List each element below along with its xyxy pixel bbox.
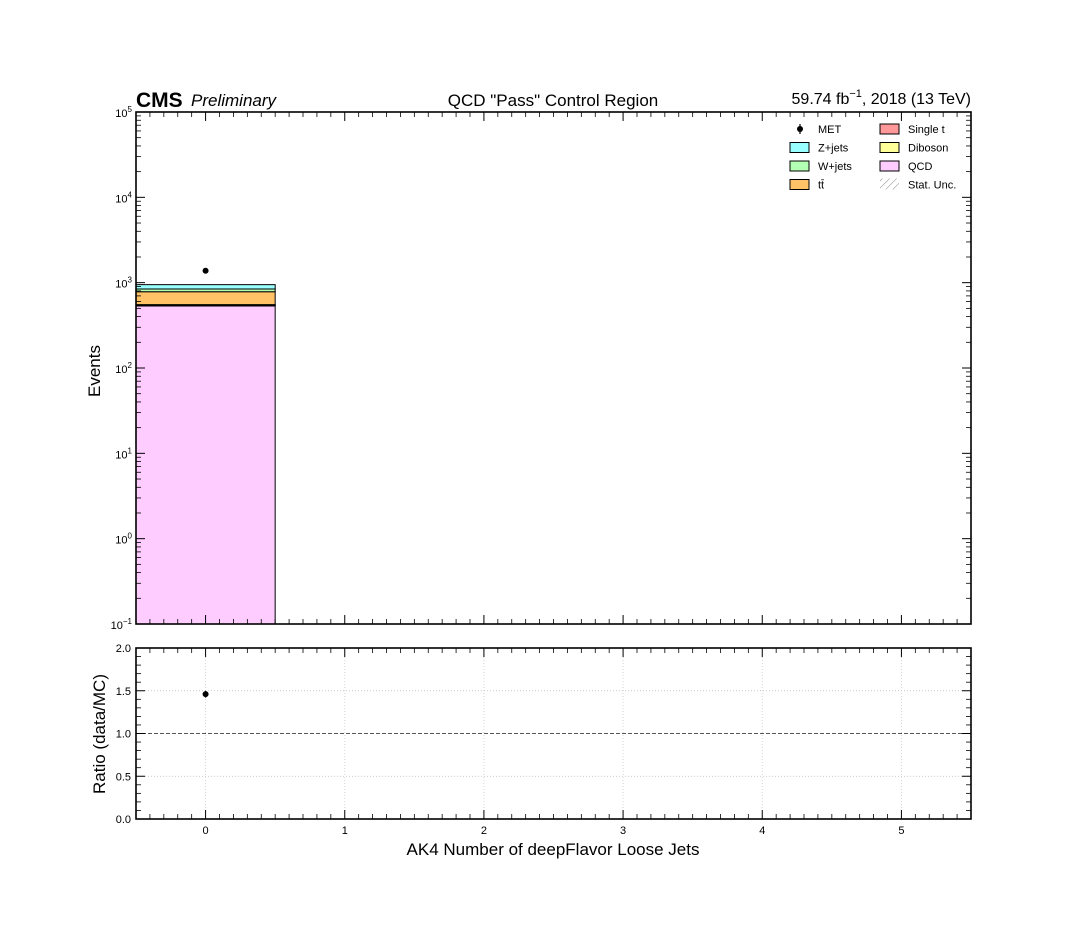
legend-qcd-label: QCD [908, 161, 933, 173]
ratio-point-0 [202, 691, 209, 698]
y-tick-exp: 1 [128, 446, 133, 455]
legend-stat-unc: Stat. Unc. [880, 178, 956, 192]
y-tick-exp: 4 [128, 190, 133, 199]
legend-qcd-swatch [879, 160, 900, 172]
lumi-label: 59.74 fb−1, 2018 (13 TeV) [792, 88, 971, 108]
y-tick-base: 10 [115, 535, 127, 547]
x-tick-label-2: 2 [481, 825, 487, 837]
y-tick-exp: 3 [128, 276, 133, 285]
ratio-y-tick-label-4: 2.0 [116, 643, 131, 655]
y-tick-label-3: 102 [115, 361, 132, 376]
ratio-y-tick-label-3: 1.5 [116, 686, 131, 698]
x-tick-label-4: 4 [759, 825, 765, 837]
legend-w-jets-label: W+jets [818, 161, 852, 173]
legend-diboson: Diboson [879, 142, 948, 155]
ratio-y-tick-label-1: 0.5 [116, 771, 131, 783]
ratio-y-tick-label-2: 1.0 [116, 729, 131, 741]
lumi-exponent: −1 [849, 88, 862, 100]
legend-stat-unc-label: Stat. Unc. [908, 180, 956, 192]
ratio-y-axis-ticks: 0.0 0.5 1.0 1.5 2.0 [116, 643, 971, 826]
stack-bars [135, 284, 276, 625]
x-axis-ticks [135, 112, 972, 624]
lumi-value: 59.74 fb [792, 91, 850, 108]
x-tick-label-3: 3 [620, 825, 626, 837]
y-tick-label-1: 100 [115, 532, 132, 547]
x-tick-label-1: 1 [342, 825, 348, 837]
bar-qcd-bin-0 [135, 305, 276, 625]
main-plot-frame [135, 111, 972, 625]
data-points [202, 267, 209, 274]
bar-tt-bin-0 [135, 291, 276, 306]
bar-z-jets-bin-0 [135, 284, 276, 290]
legend-single-t-label: Single t [908, 124, 945, 136]
main-y-axis-label: Events [85, 345, 104, 397]
ratio-y-axis-label: Ratio (data/MC) [90, 674, 109, 794]
y-tick-label-6: 105 [115, 105, 132, 120]
legend-z-jets-label: Z+jets [818, 143, 849, 155]
y-tick-exp: 2 [128, 361, 133, 370]
y-tick-base: 10 [111, 620, 123, 632]
ratio-panel: 0.0 0.5 1.0 1.5 2.0 0 1 2 3 4 5 Ratio (data/MC) A… [90, 643, 972, 859]
lumi-tail: , 2018 (13 TeV) [862, 91, 971, 108]
y-tick-base: 10 [115, 279, 127, 291]
y-tick-label-5: 104 [115, 190, 132, 205]
ratio-y-tick-label-0: 0.0 [116, 814, 131, 826]
legend-w-jets-swatch [789, 160, 810, 172]
legend-qcd: QCD [879, 160, 933, 173]
ratio-x-axis-ticks: 0 1 2 3 4 5 [135, 648, 972, 837]
x-tick-label-5: 5 [898, 825, 904, 837]
legend-met-label: MET [818, 124, 842, 136]
legend-ttbar-label: tt̄ [818, 179, 824, 191]
data-point-0 [202, 267, 209, 274]
y-tick-exp: −1 [123, 617, 133, 626]
legend-ttbar: tt̄ [789, 179, 824, 192]
y-tick-base: 10 [115, 108, 127, 120]
legend-diboson-label: Diboson [908, 143, 948, 155]
legend-met: MET [797, 124, 842, 136]
y-tick-base: 10 [115, 449, 127, 461]
legend-met-marker [797, 126, 803, 132]
x-axis-label: AK4 Number of deepFlavor Loose Jets [407, 840, 700, 859]
y-tick-label-0: 10−1 [111, 617, 133, 632]
y-tick-exp: 0 [128, 532, 133, 541]
y-tick-base: 10 [115, 193, 127, 205]
legend-ttbar-swatch [789, 179, 810, 190]
y-tick-label-2: 101 [115, 446, 132, 461]
ratio-grid [136, 648, 971, 819]
legend: MET Single t Z+jets Diboson W+jets QCD tt̄ Stat… [789, 123, 956, 192]
status-label: Preliminary [191, 91, 278, 110]
legend-single-t: Single t [879, 123, 945, 136]
legend-stat-unc-swatch [880, 178, 899, 190]
ratio-plot-frame [135, 647, 972, 820]
y-tick-base: 10 [115, 364, 127, 376]
chart-title: QCD "Pass" Control Region [448, 91, 658, 110]
legend-z-jets-swatch [789, 142, 810, 153]
legend-single-t-swatch [879, 123, 900, 135]
experiment-label: CMS [136, 89, 183, 112]
y-tick-exp: 5 [128, 105, 133, 114]
ratio-points [202, 690, 209, 698]
legend-w-jets: W+jets [789, 160, 852, 173]
legend-diboson-swatch [879, 142, 900, 153]
x-tick-label-0: 0 [203, 825, 209, 837]
y-tick-label-4: 103 [115, 276, 132, 291]
legend-z-jets: Z+jets [789, 142, 849, 155]
